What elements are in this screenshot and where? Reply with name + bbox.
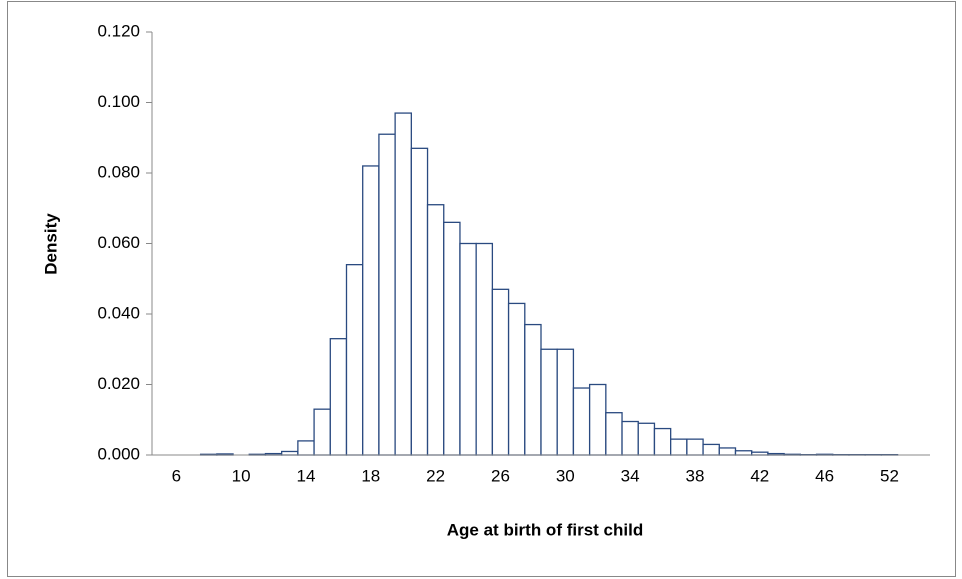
x-tick-label: 38 <box>686 466 705 485</box>
bar <box>281 450 299 456</box>
x-tick-label: 6 <box>172 466 181 485</box>
bar <box>605 412 623 456</box>
y-tick-label: 0.100 <box>97 92 140 111</box>
x-tick-label: 46 <box>815 466 834 485</box>
bar <box>702 443 720 456</box>
bar <box>443 221 461 456</box>
y-tick-label: 0.060 <box>97 233 140 252</box>
y-tick-label: 0.040 <box>97 303 140 322</box>
bar <box>410 147 429 456</box>
bar <box>426 204 445 456</box>
bar <box>394 112 412 456</box>
x-tick-label: 30 <box>556 466 575 485</box>
y-tick-label: 0.000 <box>97 444 140 463</box>
bar <box>621 420 639 456</box>
bar <box>718 447 737 456</box>
bar <box>686 438 704 456</box>
x-tick-label: 22 <box>426 466 445 485</box>
x-tick-label: 18 <box>361 466 380 485</box>
bar <box>734 450 753 456</box>
y-axis-title: Density <box>41 213 60 275</box>
bar <box>378 133 396 456</box>
x-tick-label: 52 <box>880 466 899 485</box>
bar <box>653 427 672 456</box>
bar <box>459 242 477 456</box>
bar <box>588 383 607 456</box>
bar <box>637 422 656 456</box>
x-tick-label: 14 <box>297 466 316 485</box>
bar <box>670 438 688 456</box>
bar <box>540 348 558 456</box>
bar <box>297 440 315 456</box>
x-tick-label: 26 <box>491 466 510 485</box>
bar <box>491 288 510 456</box>
y-tick-label: 0.080 <box>97 162 140 181</box>
x-axis-title: Age at birth of first child <box>447 520 643 539</box>
bar <box>329 338 348 456</box>
x-tick-label: 10 <box>232 466 251 485</box>
bar <box>345 263 364 456</box>
bar <box>313 408 331 456</box>
bar <box>524 323 542 456</box>
bar <box>362 165 380 456</box>
bar <box>572 387 591 456</box>
y-tick-label: 0.120 <box>97 21 140 40</box>
bar <box>475 242 494 456</box>
x-tick-label: 34 <box>621 466 640 485</box>
bar <box>507 302 526 456</box>
bar <box>556 348 575 456</box>
y-tick-label: 0.020 <box>97 374 140 393</box>
x-tick-label: 42 <box>750 466 769 485</box>
